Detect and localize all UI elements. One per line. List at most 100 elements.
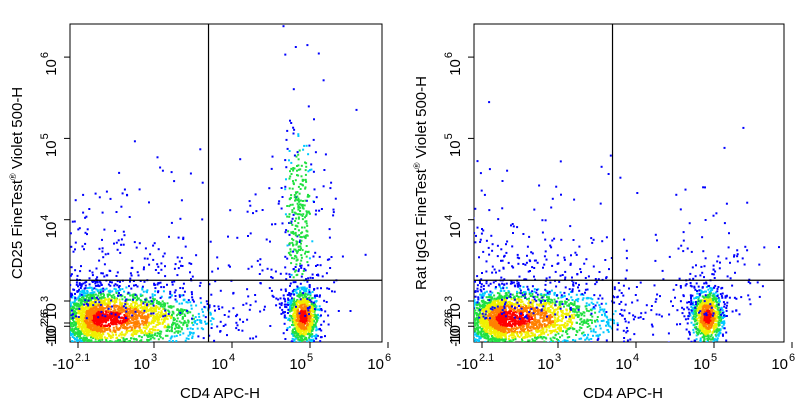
event-dot [96,324,99,327]
event-dot [300,247,303,250]
event-dot [115,290,118,293]
event-dot [78,227,81,230]
event-dot [293,293,296,296]
event-dot [107,293,110,296]
event-dot [182,287,184,290]
event-dot [130,310,133,313]
event-dot [299,330,301,333]
event-dot [108,305,111,308]
event-dot [296,250,299,253]
event-dot [177,236,180,239]
event-dot [90,339,93,342]
event-dot [179,287,182,289]
event-dot [114,343,116,345]
event-dot [127,340,130,342]
event-dot [248,200,251,203]
event-dot [557,317,559,320]
event-dot [116,319,119,322]
event-dot [73,343,75,345]
event-dot [120,333,123,336]
event-dot [74,327,77,330]
event-dot [114,331,117,333]
event-dot [161,344,163,346]
event-dot [307,297,310,300]
event-dot [298,316,301,318]
event-dot [544,283,547,286]
event-dot [107,252,110,255]
event-dot [83,287,86,290]
event-dot [177,326,180,329]
event-dot [87,338,90,341]
event-dot [136,314,139,317]
event-dot [124,317,127,319]
event-dot [104,297,107,300]
event-dot [296,325,299,328]
event-dot [162,315,165,318]
event-dot [94,192,97,195]
event-dot [477,330,480,332]
event-dot [297,316,300,318]
event-dot [73,334,76,337]
event-dot [102,290,105,293]
event-dot [122,337,125,340]
event-dot [147,322,150,325]
event-dot [134,318,137,321]
event-dot [135,338,138,341]
event-dot [186,324,189,327]
event-dot [557,339,560,341]
event-dot [97,313,100,316]
event-dot [88,314,91,317]
event-dot [178,295,181,298]
event-dot [296,318,299,321]
event-dot [127,318,130,321]
event-dot [295,334,298,337]
event-dot [36,216,38,218]
event-dot [133,312,136,315]
event-dot [117,306,120,309]
event-dot [112,326,115,329]
event-dot [327,314,330,317]
event-dot [270,167,273,170]
event-dot [63,266,65,268]
event-dot [209,311,212,314]
event-dot [301,318,304,321]
event-dot [526,328,529,331]
event-dot [166,328,169,331]
event-dot [112,323,115,326]
event-dot [122,333,124,336]
event-dot [115,350,117,352]
event-dot [164,309,167,312]
event-dot [585,320,588,323]
event-dot [148,201,150,204]
event-dot [66,316,68,318]
event-dot [294,317,296,320]
event-dot [295,302,298,305]
event-dot [308,324,311,327]
event-dot [79,333,82,336]
event-dot [128,320,131,323]
event-dot [471,316,473,318]
event-dot [314,213,317,216]
event-dot [285,317,288,319]
event-dot [77,333,80,336]
event-dot [179,330,182,333]
event-dot [177,324,180,327]
event-dot [667,332,670,335]
event-dot [190,307,193,310]
event-dot [292,276,295,279]
event-dot [300,329,303,332]
event-dot [99,289,102,291]
event-dot [108,317,111,319]
event-dot [175,323,178,326]
event-dot [110,281,113,284]
event-dot [304,319,307,322]
event-dot [150,312,153,315]
event-dot [148,335,150,338]
x-tick-label: 10 [211,356,228,373]
event-dot [156,321,159,324]
event-dot [121,302,123,305]
event-dot [298,305,301,308]
event-dot [127,311,130,314]
event-dot [301,249,304,252]
event-dot [85,280,88,283]
